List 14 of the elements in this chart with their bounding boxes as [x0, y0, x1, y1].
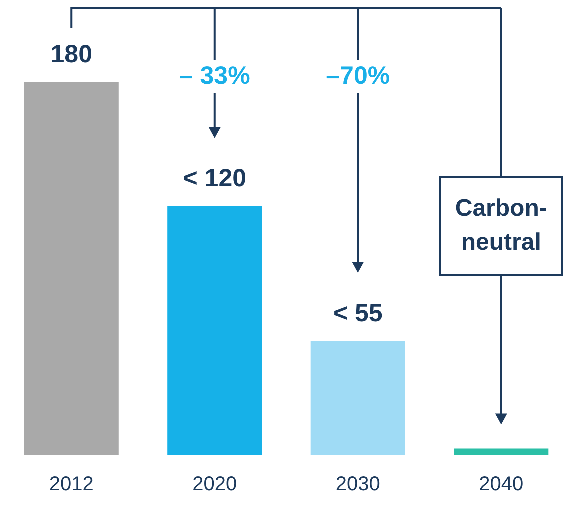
bar: [454, 448, 549, 455]
x-tick-label: 2030: [336, 474, 380, 496]
x-tick-label: 2040: [479, 474, 524, 496]
bar: [310, 341, 406, 455]
bar: [168, 206, 262, 455]
annotation: – 33%: [175, 60, 254, 93]
data-label: < 120: [183, 164, 247, 193]
bar: [24, 82, 119, 455]
x-tick-label: 2020: [192, 474, 238, 496]
data-label: < 55: [333, 299, 383, 328]
data-label: 180: [50, 40, 92, 68]
annotation: –70%: [322, 60, 394, 93]
annotation: Carbon-neutral: [439, 176, 564, 276]
x-tick-label: 2012: [49, 474, 94, 496]
